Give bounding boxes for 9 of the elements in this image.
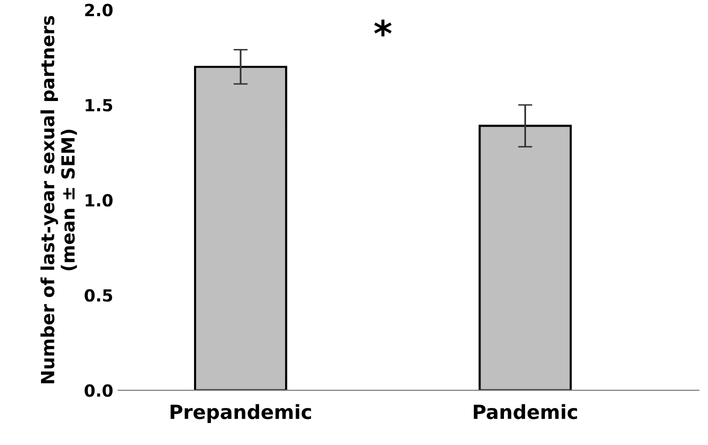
y-tick-label: 2.0 [85,4,113,16]
y-tick-label: 1.0 [86,194,113,207]
annotation: * [374,20,392,36]
x-tick-label: Pandemic [474,404,578,420]
y-tick-label: 0.5 [84,289,112,302]
x-tick-label: Prepandemic [170,404,312,423]
y-tick-label: 1.5 [86,99,112,112]
y-axis-title: Number of last-year sexual partners (mean ± SEM) [40,16,77,384]
y-tick-label: 0.0 [84,384,113,397]
